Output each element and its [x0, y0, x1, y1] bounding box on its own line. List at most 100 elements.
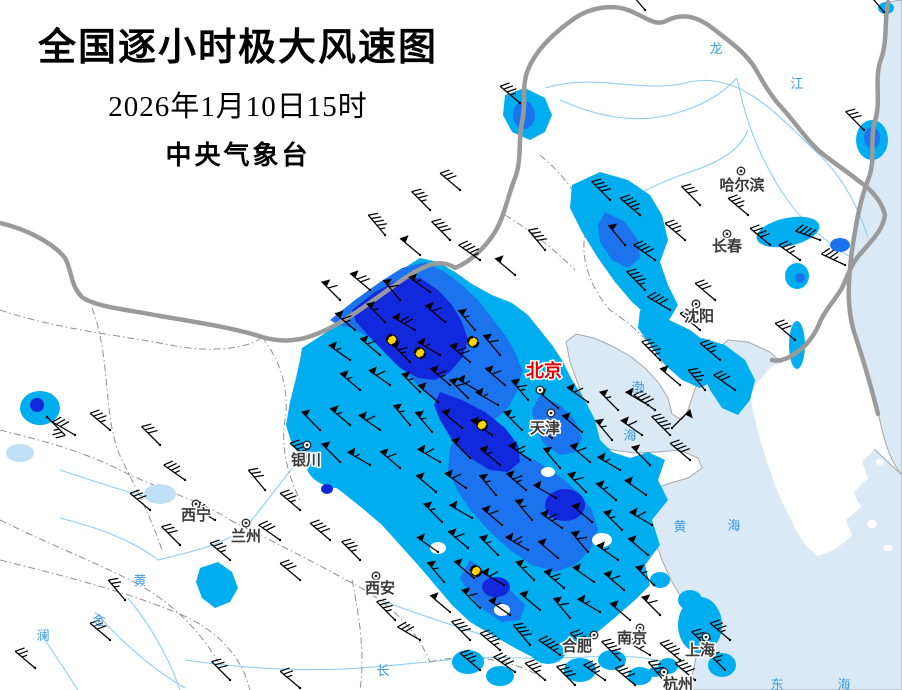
wind-barb — [447, 528, 470, 550]
wind-barb — [635, 0, 647, 12]
wind-shading-cyan — [196, 562, 238, 608]
island — [843, 501, 861, 511]
wind-barb — [527, 227, 547, 252]
wind-barb — [211, 658, 232, 682]
wind-barb — [417, 444, 442, 464]
wind-barb — [566, 383, 590, 404]
wind-barb — [620, 416, 644, 437]
wind-barb — [633, 240, 657, 262]
wind-barb — [505, 470, 528, 492]
city-marker-group: 西宁 — [179, 499, 213, 526]
wind-shading-cyan — [628, 667, 652, 685]
wind-barb — [431, 218, 452, 242]
wind-barb — [542, 446, 562, 470]
wind-barb — [647, 659, 667, 684]
wind-barb — [664, 219, 687, 242]
gale-station-symbol — [466, 335, 480, 349]
wind-barb — [481, 567, 506, 587]
gale-station-symbol — [469, 564, 483, 578]
river-layer — [44, 77, 869, 690]
wind-barb — [627, 636, 652, 657]
river — [94, 611, 186, 689]
wind-barb — [515, 559, 536, 582]
wind-barb — [339, 370, 362, 392]
wind-barb — [512, 622, 532, 647]
wind-barb — [631, 444, 652, 467]
city-marker-dot — [194, 502, 198, 506]
wind-barb — [533, 480, 558, 500]
wind-barb — [694, 279, 717, 302]
wind-barb — [795, 224, 822, 242]
river — [559, 77, 738, 120]
wind-barb — [457, 308, 477, 332]
wind-barb-layer — [14, 0, 886, 690]
city-label: 杭州 — [663, 675, 693, 690]
wind-shading-cyan — [696, 338, 755, 415]
province-border — [539, 154, 666, 371]
city-marker-group: 沈阳 — [682, 299, 716, 327]
wind-barb — [635, 564, 656, 587]
wind-barb — [417, 382, 440, 404]
city-marker-group: 南京 — [615, 623, 649, 649]
river — [59, 469, 151, 499]
wind-barb — [449, 377, 470, 400]
wind-barb — [569, 442, 592, 464]
wind-barb — [301, 409, 322, 432]
wind-barb — [595, 480, 618, 502]
wind-barb — [279, 667, 302, 690]
wind-barb — [572, 563, 596, 584]
country-border-layer — [0, 0, 891, 417]
wind-barb — [499, 82, 522, 105]
wind-barb — [382, 278, 402, 302]
city-label: 银川 — [291, 451, 321, 469]
water-label: 渤 — [631, 380, 644, 395]
wind-barb — [681, 183, 702, 207]
wind-barb — [570, 530, 590, 554]
city-marker-dot — [638, 626, 642, 630]
city-label: 沈阳 — [684, 307, 714, 325]
wind-barb — [552, 596, 572, 620]
wind-barb — [479, 629, 502, 652]
wind-barb — [411, 188, 432, 212]
province-border — [0, 309, 263, 350]
wind-barb — [328, 341, 352, 362]
wind-barb — [556, 663, 577, 687]
river — [127, 597, 181, 690]
city-label: 北京 — [526, 360, 562, 381]
wind-barb — [367, 212, 387, 237]
wind-barb — [601, 638, 622, 662]
wind-barb — [603, 509, 624, 532]
wind-shading-blue — [795, 273, 805, 283]
wind-barb — [629, 507, 654, 527]
wind-barb — [633, 390, 657, 412]
wind-barb — [484, 365, 507, 387]
city-marker-group: 天津 — [528, 408, 562, 439]
city-marker-dot — [704, 635, 708, 639]
wind-barb — [596, 541, 620, 562]
wind-shading-dark — [30, 398, 44, 412]
wind-barb — [391, 341, 412, 364]
wind-barb — [508, 441, 532, 462]
wind-barb — [426, 560, 446, 584]
wind-barb — [401, 371, 422, 394]
country-border — [846, 0, 891, 417]
wind-barb — [583, 660, 607, 682]
wind-barb — [379, 448, 402, 470]
wind-barb — [14, 647, 37, 670]
wind-barb — [607, 223, 627, 247]
wind-barb — [597, 452, 622, 472]
wind-barb — [659, 639, 682, 662]
shading-gap — [592, 533, 612, 547]
water-label: 江 — [790, 76, 803, 91]
water-label: 龙 — [709, 41, 722, 56]
wind-barb — [279, 559, 302, 582]
wind-barb — [543, 568, 566, 590]
wind-shading-pale — [6, 444, 34, 462]
city-marker-group: 哈尔滨 — [718, 166, 766, 196]
province-border — [91, 307, 163, 551]
wind-shading-cyan — [306, 455, 358, 489]
wind-barb — [614, 664, 637, 687]
wind-barb — [441, 408, 464, 430]
